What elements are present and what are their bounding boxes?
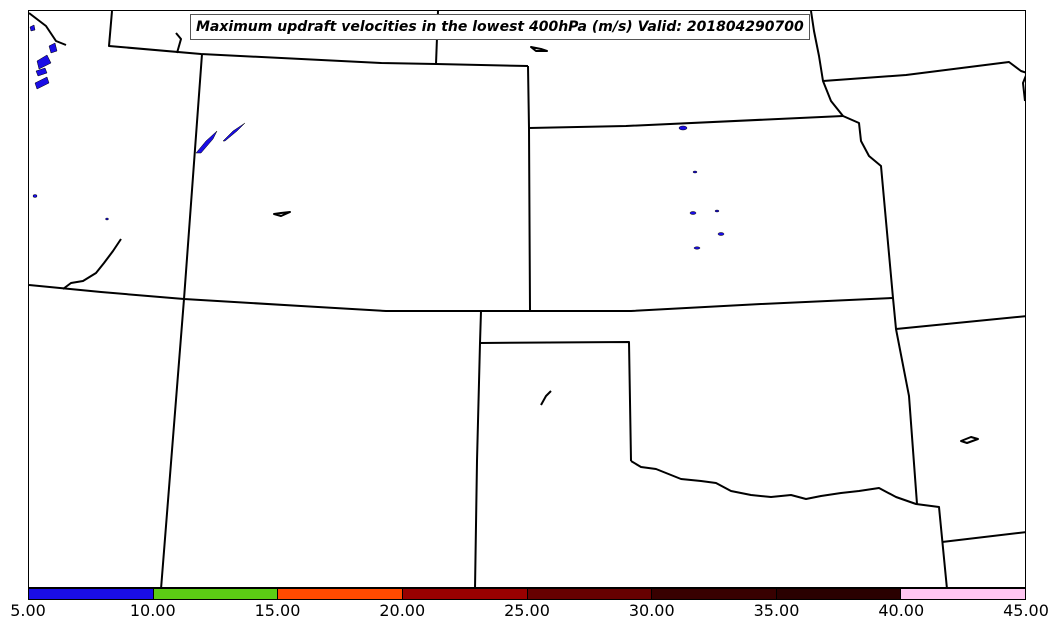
state-border-ne-south — [528, 115, 844, 129]
updraft-cell-10 — [717, 232, 725, 236]
updraft-cell-6 — [48, 42, 58, 54]
colorbar-tick-label: 20.00 — [379, 601, 426, 620]
map-frame — [28, 10, 1026, 588]
colorbar-segment — [652, 589, 777, 599]
updraft-cell-8 — [678, 125, 688, 131]
state-border-co-east — [481, 297, 894, 312]
updraft-cell-12 — [714, 209, 720, 213]
updraft-cell-13 — [692, 170, 698, 174]
colorbar-tick-label: 5.00 — [10, 601, 46, 620]
state-border-ar-la — [941, 531, 1025, 543]
state-border-co-south — [479, 310, 632, 462]
mississippi-border — [1022, 75, 1025, 102]
colorbar-tick-label: 45.00 — [1003, 601, 1049, 620]
updraft-cell-9 — [689, 211, 697, 215]
reservoir-shore-2 — [540, 390, 552, 406]
state-border-mt-south — [108, 11, 529, 67]
updraft-cell-3 — [36, 54, 52, 70]
colorbar-tick-label: 15.00 — [254, 601, 301, 620]
state-border-wy-east — [527, 65, 531, 312]
lake-shore-ut — [29, 12, 67, 46]
state-border-ks-ok — [895, 315, 1025, 330]
updraft-cell-2 — [222, 122, 246, 142]
updraft-cell-15 — [105, 217, 109, 221]
map-canvas — [29, 11, 1025, 587]
colorbar-segment — [153, 589, 279, 599]
colorbar-tick-label: 35.00 — [753, 601, 800, 620]
colorbar-tick-label: 30.00 — [628, 601, 675, 620]
state-border-ia-south — [822, 61, 1025, 82]
colorbar-segment — [402, 589, 528, 599]
state-border-wy-west — [160, 53, 203, 587]
state-border-nm-west — [474, 342, 481, 587]
state-border-ut-az — [29, 284, 481, 312]
colorbar-segment — [527, 589, 653, 599]
reservoir-shore-1 — [273, 211, 291, 217]
updraft-cell-4 — [34, 76, 50, 90]
reservoir-shore-4 — [960, 436, 979, 444]
great-salt-lake-shore — [62, 238, 122, 290]
colorbar — [28, 588, 1026, 600]
updraft-cell-5 — [35, 67, 48, 77]
map-title: Maximum updraft velocities in the lowest… — [190, 14, 810, 40]
missouri-river-border — [810, 11, 918, 505]
colorbar-tick-label: 25.00 — [504, 601, 550, 620]
updraft-cell-7 — [29, 24, 36, 32]
colorbar-tick-label: 10.00 — [129, 601, 176, 620]
colorbar-segment — [278, 589, 403, 599]
updraft-cell-1 — [195, 130, 218, 154]
reservoir-shore-5 — [175, 32, 182, 54]
red-river-border — [630, 460, 948, 587]
colorbar-segment — [776, 589, 902, 599]
colorbar-segment — [29, 589, 154, 599]
colorbar-tick-label: 40.00 — [878, 601, 925, 620]
updraft-cell-11 — [693, 246, 701, 250]
colorbar-segment — [901, 589, 1025, 599]
updraft-cell-14 — [32, 194, 38, 198]
reservoir-shore-3 — [530, 46, 548, 52]
